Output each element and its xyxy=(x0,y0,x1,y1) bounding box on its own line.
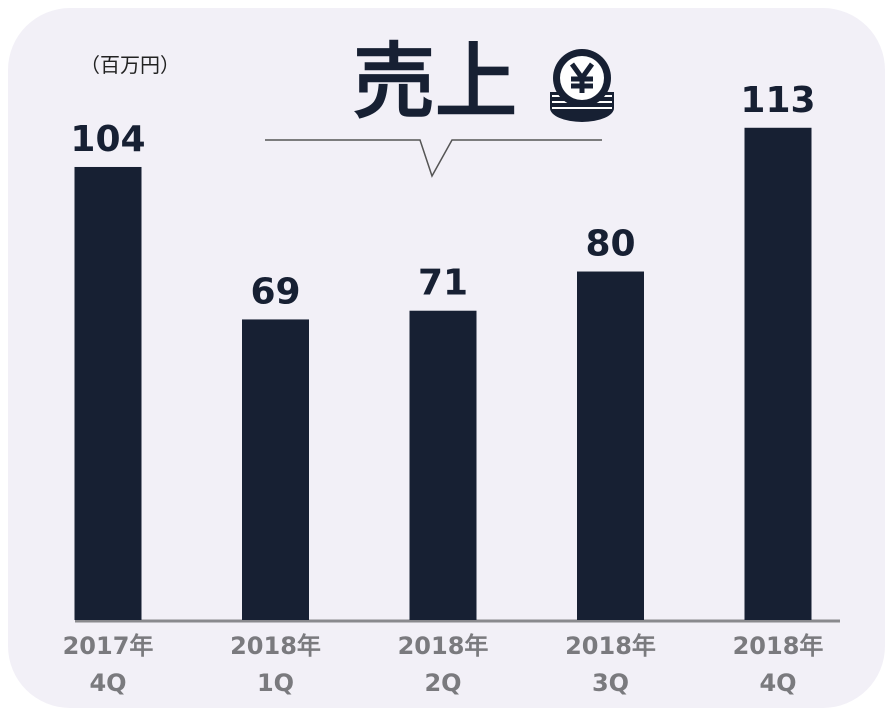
unit-label: （百万円） xyxy=(80,53,180,77)
bar xyxy=(577,271,644,620)
data-label: 113 xyxy=(740,80,815,121)
data-label: 104 xyxy=(70,119,145,160)
x-tick-label: 2018年 4Q xyxy=(732,632,824,697)
data-label: 69 xyxy=(250,271,300,312)
x-tick-label: 2018年 1Q xyxy=(230,632,321,697)
bar xyxy=(744,127,812,620)
speech-line xyxy=(265,139,602,178)
bar xyxy=(242,319,309,620)
data-label: 80 xyxy=(585,224,635,265)
bar xyxy=(409,310,477,620)
data-label: 71 xyxy=(418,263,468,304)
x-tick-label: 2018年 3Q xyxy=(565,632,656,697)
coin-icon xyxy=(550,49,614,122)
x-tick-label: 2017年 4Q xyxy=(62,632,154,697)
x-tick-label: 2018年 2Q xyxy=(397,632,489,697)
chart-title: 売上 xyxy=(353,35,517,130)
bar xyxy=(74,166,142,620)
